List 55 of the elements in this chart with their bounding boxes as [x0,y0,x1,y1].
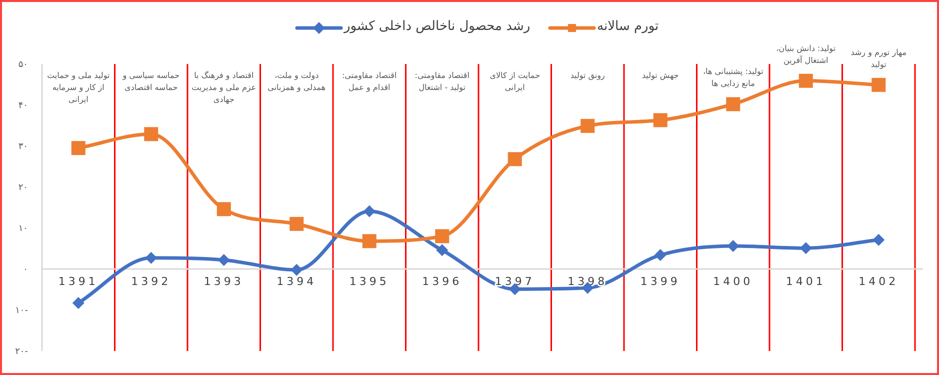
x-tick-label: 1399 [640,275,680,288]
annotation: جهش تولید [640,70,680,82]
x-tick-label: 1398 [568,275,608,288]
annotation: اقتصاد مقاومتی: تولید - اشتغال [414,70,470,94]
point [653,113,668,128]
point [654,249,666,262]
legend-label: رشد محصول ناخالص داخلی کشور [344,19,530,34]
point [144,127,158,142]
point [800,242,812,254]
point [363,205,376,218]
y-tick-label: ۵۰ [18,60,28,70]
y-tick-label: ۱۰- [15,306,28,316]
point [290,216,304,231]
point [798,74,813,88]
annotation: دولت و ملت، همدلی و همزبانی [266,70,327,94]
point [872,234,885,246]
point [218,254,230,266]
point [72,297,84,310]
point [436,244,448,256]
annotation: اقتصاد و فرهنگ با عزم ملی و مدیریت جهادی [192,70,256,106]
x-tick-label: 1392 [131,275,172,288]
annotation: رونق تولید [569,70,606,82]
annotation: مهار تورم و رشد تولید [850,46,908,71]
x-tick-label: 1394 [276,275,317,288]
point [216,202,231,216]
annotation: حماسه سیاسی و حماسه اقتصادی [121,70,181,94]
x-tick-label: 1393 [204,275,244,288]
point [145,252,158,264]
point [726,97,740,112]
x-tick-label: 1402 [858,275,899,288]
annotation: تولید: پشتیبانی ها، مانع زدایی ها [702,66,764,90]
y-tick-label: ۲۰ [18,183,28,193]
point [290,264,303,276]
point [435,229,450,244]
annotation: حمایت از کالای ایرانی [488,70,542,94]
y-tick-label: ۲۰- [15,347,28,357]
point [362,234,376,248]
x-tick-label: 1396 [422,275,462,288]
point [508,152,522,166]
y-tick-label: ۳۰ [18,142,28,152]
annotation: اقتصاد مقاومتی: اقدام و عمل [341,70,398,94]
x-tick-label: 1391 [58,275,98,288]
y-tick-label: ۴۰ [18,101,28,111]
x-tick-label: 1397 [494,275,535,288]
point [580,118,595,133]
x-tick-label: 1395 [349,275,390,288]
point [71,141,86,156]
point [872,78,886,92]
annotation: تولید: دانش بنیان، اشتغال آفرین [775,42,837,67]
annotation: تولید ملی و حمایت از کار و سرمایه ایرانی [46,70,111,106]
y-tick-label: ۰ [23,265,28,275]
x-tick-label: 1400 [713,275,754,288]
x-tick-label: 1401 [786,275,826,288]
legend-label: تورم سالانه [597,19,659,34]
y-tick-label: ۱۰ [18,224,28,234]
